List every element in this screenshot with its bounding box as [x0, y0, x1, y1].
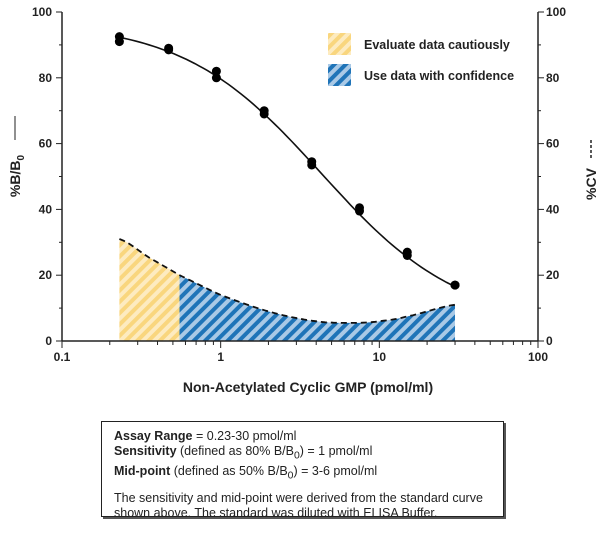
data-point	[114, 37, 124, 47]
assay-range-label: Assay Range	[114, 429, 193, 443]
sensitivity-post: ) = 1 pmol/ml	[299, 444, 373, 458]
data-point	[307, 160, 317, 170]
region-caution	[119, 239, 180, 341]
sensitivity-label: Sensitivity	[114, 444, 177, 458]
y-tick-label: 0	[45, 334, 52, 348]
x-axis-label: Non-Acetylated Cyclic GMP (pmol/ml)	[183, 379, 433, 395]
y-tick-label: 20	[39, 268, 53, 282]
x-tick-label: 100	[528, 350, 548, 364]
sensitivity-pre: (defined as 80% B/B	[176, 444, 294, 458]
sensitivity-sub: 0	[293, 450, 300, 462]
data-point	[164, 45, 174, 55]
y2-tick-label: 20	[546, 268, 560, 282]
cv-dashed-line	[119, 238, 456, 324]
y2-tick-label: 100	[546, 5, 566, 19]
y-tick-label: 80	[39, 71, 53, 85]
mid-point-post: ) = 3-6 pmol/ml	[293, 463, 378, 478]
legend-label-caution: Evaluate data cautiously	[364, 38, 510, 52]
legend: Evaluate data cautiously Use data with c…	[328, 33, 514, 86]
region-confidence	[179, 275, 456, 341]
assay-range: Assay Range = 0.23-30 pmol/ml	[114, 429, 491, 444]
data-point	[211, 66, 221, 76]
x-tick-label: 0.1	[54, 350, 71, 364]
y2-tick-label: 0	[546, 334, 553, 348]
mid-point-sub: 0	[287, 470, 294, 481]
y2-tick-label: 60	[546, 137, 560, 151]
y-axis-label: %B/B0	[7, 116, 27, 197]
y2-tick-label: 40	[546, 202, 560, 216]
legend-swatch-caution	[328, 33, 351, 55]
data-point	[450, 280, 460, 290]
x-tick-label: 10	[373, 350, 387, 364]
standard-curve-line	[119, 36, 456, 288]
data-point	[355, 206, 365, 216]
mid-point: Mid-point (defined as 50% B/B0) = 3-6 pm…	[114, 464, 491, 484]
legend-swatch-confidence	[328, 64, 351, 86]
chart: 0 0 20 20 40 40 60 60 80 80 100 100 0.1 1 10 100 Evalua…	[7, 5, 599, 395]
assay-range-value: = 0.23-30 pmol/ml	[192, 429, 297, 443]
y-tick-label: 100	[32, 5, 52, 19]
y-label-text: %B/B	[7, 161, 23, 198]
svg-text:%B/B0: %B/B0	[7, 155, 27, 198]
data-point	[211, 73, 221, 83]
mid-point-label: Mid-point	[114, 463, 171, 478]
y2-label-text: %CV	[583, 167, 599, 200]
legend-label-confidence: Use data with confidence	[364, 69, 514, 83]
y2-tick-label: 80	[546, 71, 560, 85]
x-tick-label: 1	[217, 350, 224, 364]
y-label-sub: 0	[16, 155, 27, 161]
note: The sensitivity and mid-point were deriv…	[114, 491, 483, 520]
mid-point-pre: (defined as 50% B/B	[170, 463, 288, 478]
assay-info-box: Assay Range = 0.23-30 pmol/ml Sensitivit…	[101, 421, 504, 520]
sensitivity: Sensitivity (defined as 80% B/B0) = 1 pm…	[114, 444, 491, 464]
data-point	[402, 250, 412, 260]
y-tick-label: 60	[39, 137, 53, 151]
data-point	[259, 109, 269, 119]
y2-axis-label: %CV	[583, 138, 599, 200]
y-tick-label: 40	[39, 202, 53, 216]
